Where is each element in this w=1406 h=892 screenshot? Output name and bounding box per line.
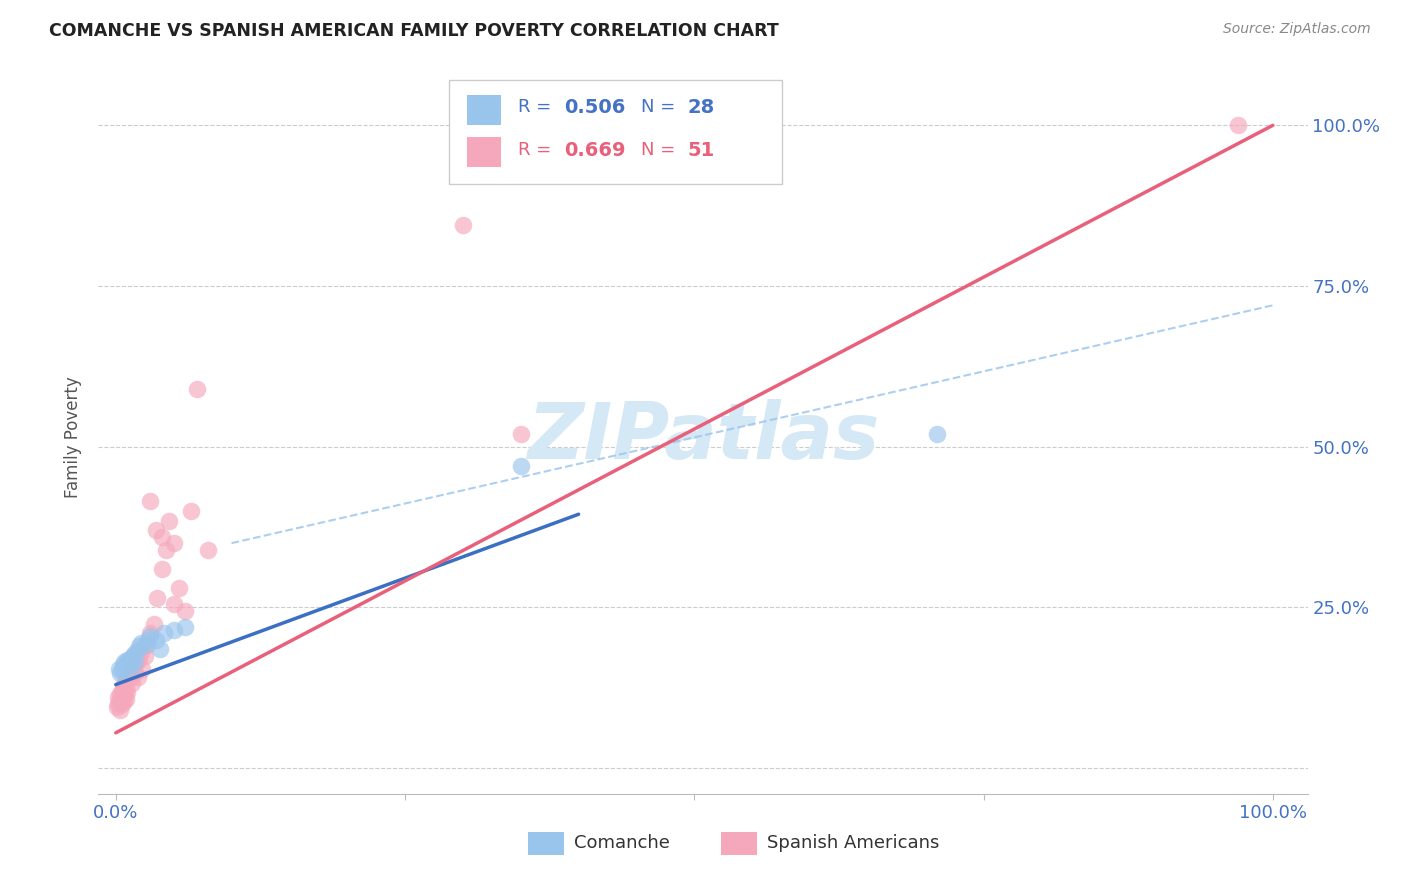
Bar [467,95,501,125]
Point [124,655,146,669]
Text: N =: N = [641,98,682,116]
Point [927,426,949,441]
Point [157,514,180,528]
Point [114,674,136,689]
Point [112,677,135,691]
Point [114,687,136,701]
Point [110,697,132,711]
Point [118,652,141,666]
Point [128,652,150,666]
Point [124,647,146,661]
Text: ZIPatlas: ZIPatlas [527,399,879,475]
Point [128,639,150,653]
Text: Comanche: Comanche [574,834,669,852]
Point [174,604,197,618]
Point [136,632,159,647]
Point [124,666,146,681]
Point [146,591,169,605]
Point [121,676,143,690]
Point [197,542,219,557]
Point [120,665,142,679]
Point [111,658,134,673]
Point [150,530,173,544]
Point [115,691,138,706]
Point [129,645,152,659]
Point [110,703,132,717]
Point [174,620,197,634]
Text: R =: R = [517,141,557,159]
Bar [527,831,564,855]
Point [115,657,138,671]
Point [509,458,531,473]
Text: 0.669: 0.669 [564,141,626,160]
Point [186,382,208,396]
Point [162,536,184,550]
Point [136,638,159,652]
Point [129,636,152,650]
Point [110,666,132,681]
Text: Source: ZipAtlas.com: Source: ZipAtlas.com [1223,22,1371,37]
Point [105,700,128,714]
Point [111,681,134,695]
Text: 0.506: 0.506 [564,98,626,117]
Point [110,684,132,698]
Point [145,632,167,647]
Point [110,664,132,678]
Point [124,658,146,673]
Text: COMANCHE VS SPANISH AMERICAN FAMILY POVERTY CORRELATION CHART: COMANCHE VS SPANISH AMERICAN FAMILY POVE… [49,22,779,40]
Point [162,623,184,637]
Point [149,642,172,657]
Point [127,670,149,684]
Point [155,542,177,557]
Text: 28: 28 [688,98,714,117]
Point [111,690,134,705]
Point [118,671,141,685]
Point [108,693,131,707]
Point [139,626,162,640]
Point [110,687,132,701]
Text: 51: 51 [688,141,714,160]
Point [117,653,139,667]
Point [131,661,153,675]
Point [112,655,135,669]
Point [122,648,145,663]
Point [117,657,139,671]
Point [115,681,138,695]
FancyBboxPatch shape [449,80,782,184]
Point [117,685,139,699]
Point [114,659,136,673]
Point [139,494,162,508]
Point [162,597,184,611]
Point [122,661,145,675]
Point [120,661,142,675]
Point [169,581,191,595]
Text: R =: R = [517,98,557,116]
Point [107,697,129,711]
Bar [721,831,758,855]
Point [134,648,156,663]
Point [150,562,173,576]
Point [125,655,148,669]
Point [112,693,135,707]
Y-axis label: Family Poverty: Family Poverty [65,376,83,498]
Point [107,690,129,705]
Point [509,426,531,441]
Point [125,644,148,658]
Point [143,616,166,631]
Point [139,629,162,643]
Text: N =: N = [641,141,682,159]
Point [153,626,176,640]
Bar [467,136,501,167]
Point [180,504,202,518]
Point [108,661,131,675]
Point [117,668,139,682]
Point [145,524,167,538]
Point [134,638,156,652]
Point [117,673,139,687]
Point [451,218,474,232]
Text: Spanish Americans: Spanish Americans [768,834,939,852]
Point [121,650,143,665]
Point [1227,118,1250,132]
